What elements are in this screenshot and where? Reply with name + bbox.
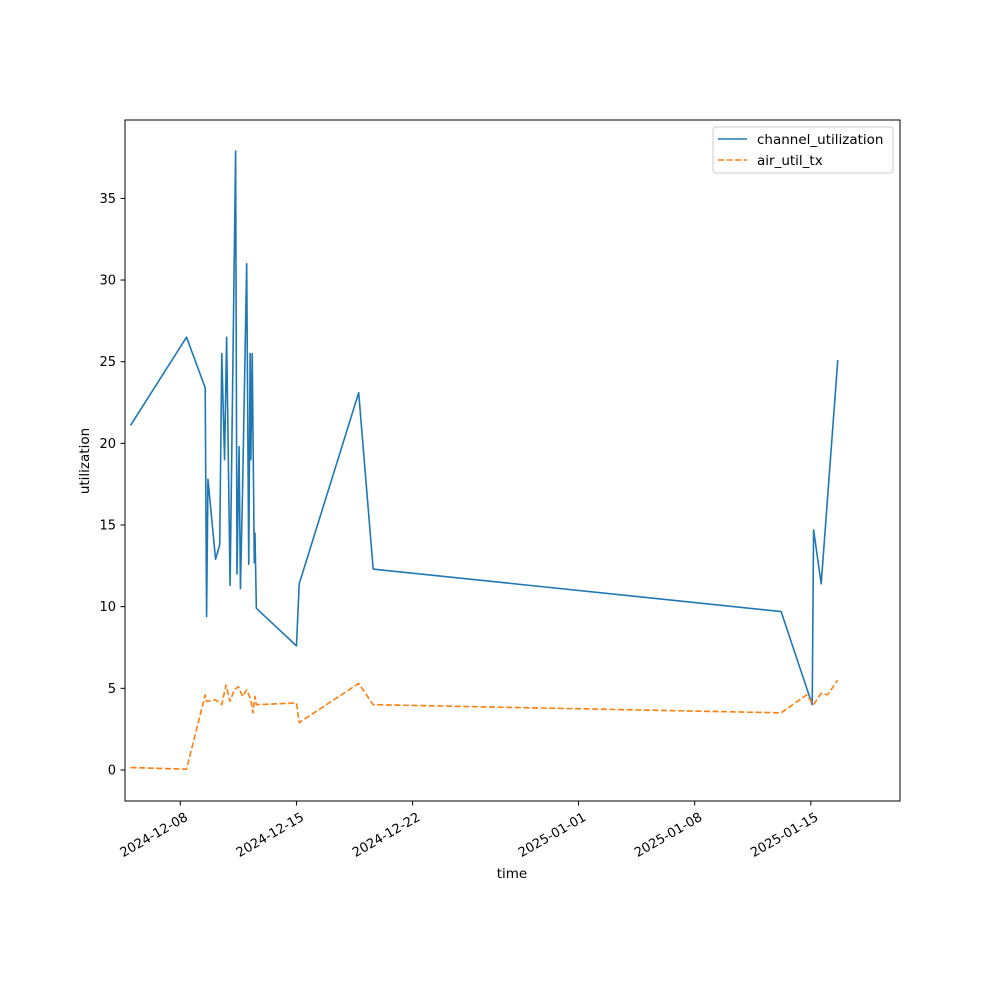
plot-frame [124, 119, 901, 802]
x-axis-label: time [497, 866, 528, 882]
y-tick-label: 15 [99, 519, 116, 534]
series-line-air-util-tx [130, 679, 839, 770]
series-line-channel-utilization [129, 150, 839, 706]
y-tick-label: 35 [99, 192, 116, 207]
y-tick-label: 30 [99, 274, 116, 289]
plot-lines [129, 150, 839, 770]
y-tick-label: 20 [99, 437, 116, 452]
legend-label-channel-utilization: channel_utilization [757, 132, 884, 148]
y-axis-ticks: 0 5 10 15 20 25 30 35 [99, 192, 125, 778]
y-tick-label: 10 [99, 600, 116, 615]
legend: channel_utilization air_util_tx [712, 126, 894, 174]
y-tick-label: 0 [108, 763, 116, 778]
y-axis-label: utilization [77, 428, 93, 494]
y-tick-label: 25 [99, 355, 116, 370]
legend-label-air-util-tx: air_util_tx [757, 153, 823, 169]
legend-box [712, 126, 894, 174]
y-tick-label: 5 [108, 682, 116, 697]
